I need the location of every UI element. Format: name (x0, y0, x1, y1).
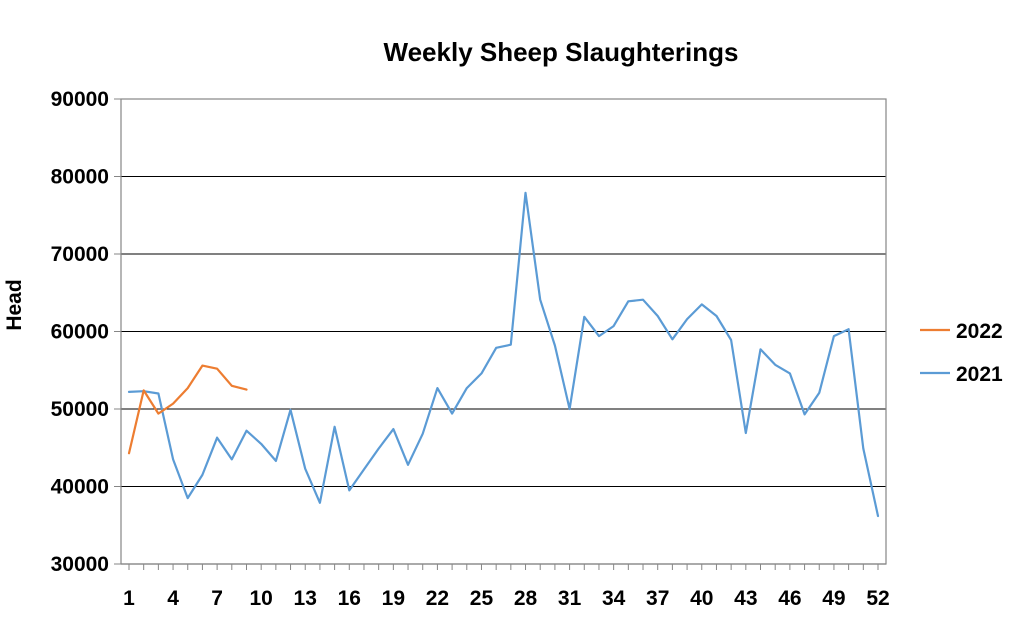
x-tick-label-22: 22 (426, 587, 449, 610)
y-axis-ticks: 30000 40000 50000 60000 70000 80000 90000 (51, 88, 121, 576)
x-axis-ticks: 1 4 7 10 13 16 19 22 25 28 31 34 37 40 43 46 49 52 (123, 564, 890, 610)
x-tick-label-49: 49 (822, 587, 845, 610)
x-tick-label-52: 52 (866, 587, 889, 610)
gridlines (121, 98, 886, 487)
series-line-2021 (127, 191, 880, 518)
x-tick-label-37: 37 (646, 587, 669, 610)
legend-label-2021: 2021 (956, 363, 1003, 386)
y-tick-label-0: 30000 (51, 553, 109, 576)
legend-label-2022: 2022 (956, 320, 1003, 343)
chart-title: Weekly Sheep Slaughterings (384, 37, 739, 67)
x-tick-label-13: 13 (294, 587, 317, 610)
x-tick-label-40: 40 (690, 587, 713, 610)
x-tick-label-34: 34 (602, 587, 626, 610)
x-tick-label-31: 31 (558, 587, 582, 610)
x-tick-label-25: 25 (470, 587, 494, 610)
y-tick-label-3: 60000 (51, 321, 109, 344)
x-tick-label-46: 46 (778, 587, 801, 610)
x-tick-label-1: 1 (123, 587, 135, 610)
legend: 2022 2021 (920, 320, 1003, 386)
x-tick-label-4: 4 (167, 587, 179, 610)
series-layer (127, 191, 880, 518)
series-line-2022 (127, 364, 248, 455)
x-tick-label-28: 28 (514, 587, 538, 610)
x-tick-label-43: 43 (734, 587, 757, 610)
y-tick-label-6: 90000 (51, 88, 109, 111)
x-tick-label-16: 16 (338, 587, 361, 610)
y-axis-label: Head (3, 279, 26, 330)
x-tick-label-19: 19 (382, 587, 405, 610)
y-tick-label-4: 70000 (51, 243, 109, 266)
x-tick-label-10: 10 (249, 587, 272, 610)
y-tick-label-1: 40000 (51, 476, 109, 499)
x-tick-label-7: 7 (211, 587, 223, 610)
y-tick-label-5: 80000 (51, 166, 109, 189)
y-tick-label-2: 50000 (51, 398, 109, 421)
